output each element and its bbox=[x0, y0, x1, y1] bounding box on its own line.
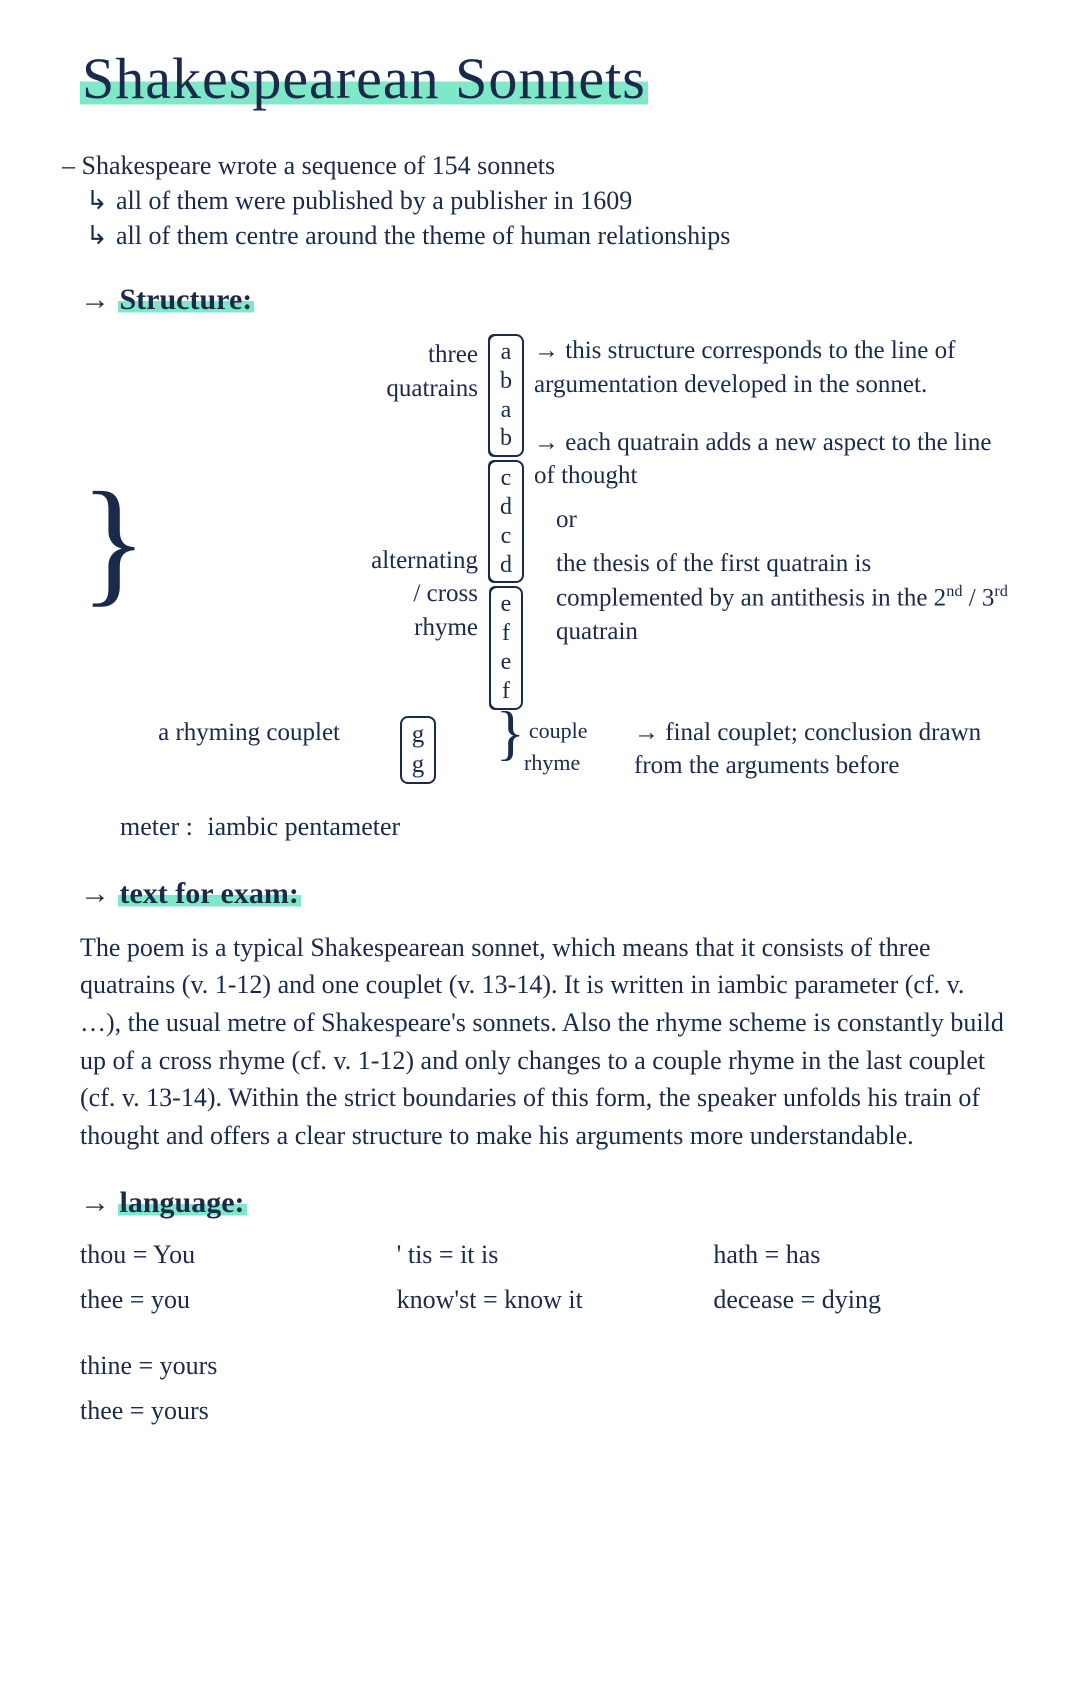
meter-line: meter : iambic pentameter bbox=[120, 809, 1010, 844]
q1-a: a bbox=[500, 338, 512, 367]
meter-value: iambic pentameter bbox=[207, 812, 400, 841]
structure-block: three quatrains alternating / cross rhym… bbox=[80, 334, 1010, 710]
note-2-or: or bbox=[534, 503, 1010, 537]
structure-left-labels: three quatrains alternating / cross rhym… bbox=[358, 334, 478, 710]
note-2b-nd: nd bbox=[946, 582, 962, 600]
lang-c1-r3: thine = yours bbox=[80, 1348, 377, 1383]
label-rhyming-couplet: a rhyming couplet bbox=[80, 716, 340, 750]
structure-notes: this structure corresponds to the line o… bbox=[534, 334, 1010, 710]
q1-b: b bbox=[500, 367, 512, 396]
couple-rhyme-label: }couple rhyme bbox=[496, 716, 616, 778]
note-3: final couplet; conclusion drawn from the… bbox=[634, 716, 1010, 784]
q1-d: b bbox=[500, 424, 512, 453]
structure-heading: Structure: bbox=[80, 280, 1010, 321]
couple-label-bot: rhyme bbox=[524, 750, 580, 775]
note-2b-rd: rd bbox=[994, 582, 1008, 600]
quatrain-3: e f e f bbox=[489, 586, 524, 709]
lang-c1-r1: thou = You bbox=[80, 1237, 377, 1272]
meter-label: meter : bbox=[120, 812, 193, 841]
note-2b: the thesis of the first quatrain is comp… bbox=[534, 547, 1010, 649]
note-2b-a: the thesis of the first quatrain is comp… bbox=[556, 550, 946, 611]
cpl-a: g bbox=[412, 720, 425, 750]
quatrain-1: a b a b bbox=[488, 334, 524, 457]
page-title: Shakespearean Sonnets bbox=[80, 40, 1010, 118]
note-3-wrap: final couplet; conclusion drawn from the… bbox=[634, 716, 1010, 794]
language-heading: language: bbox=[80, 1183, 1010, 1224]
q2-d: d bbox=[500, 551, 512, 580]
note-2b-end: quatrain bbox=[556, 618, 638, 645]
quatrain-2: c d c d bbox=[488, 460, 524, 583]
lang-c1-r4: thee = yours bbox=[80, 1393, 377, 1428]
exam-body: The poem is a typical Shakespearean sonn… bbox=[80, 929, 1010, 1155]
q3-c: e bbox=[501, 648, 512, 677]
lang-spacer bbox=[80, 1328, 1010, 1338]
lang-c3-r1: hath = has bbox=[713, 1237, 1010, 1272]
couplet-row: a rhyming couplet g g }couple rhyme fina… bbox=[80, 716, 1010, 794]
note-2: each quatrain adds a new aspect to the l… bbox=[534, 426, 1010, 494]
language-grid: thou = You ' tis = it is hath = has thee… bbox=[80, 1237, 1010, 1427]
q2-c: c bbox=[500, 522, 512, 551]
rhyme-scheme: a b a b c d c d e f e f bbox=[496, 334, 516, 710]
intro-main-text: Shakespeare wrote a sequence of 154 sonn… bbox=[82, 151, 556, 180]
title-text: Shakespearean Sonnets bbox=[80, 46, 648, 111]
q3-a: e bbox=[501, 590, 512, 619]
lang-c3-r2: decease = dying bbox=[713, 1282, 1010, 1317]
note-2b-mid: / 3 bbox=[962, 584, 994, 611]
couplet-box: g g bbox=[400, 716, 437, 784]
lang-c2-r2: know'st = know it bbox=[397, 1282, 694, 1317]
label-three-quatrains: three quatrains bbox=[358, 338, 478, 406]
language-heading-text: language: bbox=[118, 1186, 247, 1219]
intro-block: – Shakespeare wrote a sequence of 154 so… bbox=[80, 148, 1010, 253]
cpl-b: g bbox=[412, 750, 425, 780]
intro-sub-1: all of them were published by a publishe… bbox=[80, 183, 1010, 218]
structure-heading-text: Structure: bbox=[118, 283, 255, 316]
q1-c: a bbox=[500, 396, 512, 425]
exam-heading: text for exam: bbox=[80, 874, 1010, 915]
exam-heading-text: text for exam: bbox=[118, 877, 301, 910]
brace-icon: } bbox=[80, 486, 340, 598]
note-1: this structure corresponds to the line o… bbox=[534, 334, 1010, 402]
label-alt-cross-text: alternating / cross rhyme bbox=[371, 547, 478, 642]
couple-label-top: couple bbox=[529, 718, 588, 743]
label-alt-cross: alternating / cross rhyme bbox=[358, 544, 478, 645]
q3-b: f bbox=[501, 619, 512, 648]
intro-sub-2: all of them centre around the theme of h… bbox=[80, 218, 1010, 253]
q2-b: d bbox=[500, 493, 512, 522]
intro-main: – Shakespeare wrote a sequence of 154 so… bbox=[62, 148, 1010, 183]
lang-c2-r1: ' tis = it is bbox=[397, 1237, 694, 1272]
q2-a: c bbox=[500, 464, 512, 493]
lang-c1-r2: thee = you bbox=[80, 1282, 377, 1317]
